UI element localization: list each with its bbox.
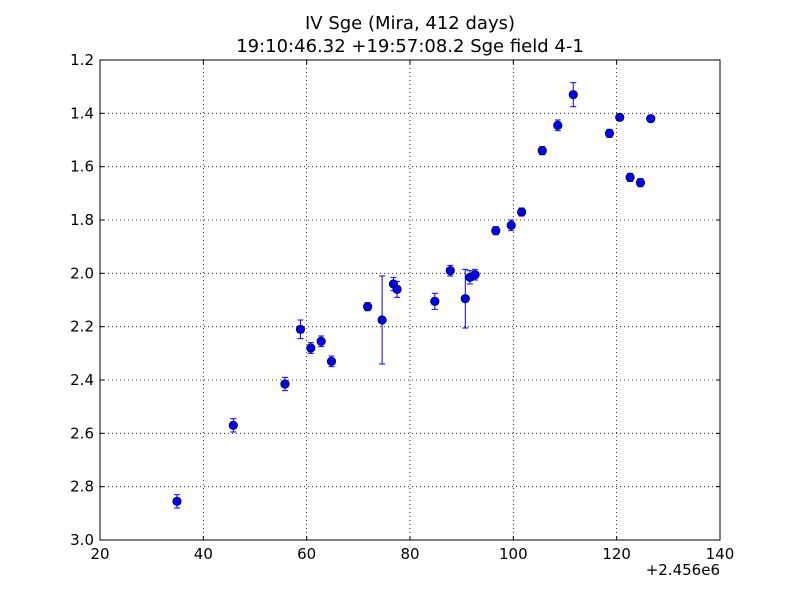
- x-tick-labels: 20 40 60 80 100 120 140: [90, 545, 734, 563]
- x-tick-label: 120: [602, 545, 631, 563]
- data-point: [316, 335, 326, 348]
- chart-title: IV Sge (Mira, 412 days): [305, 13, 515, 34]
- data-point: [430, 292, 440, 310]
- y-tick-label: 2.6: [70, 424, 94, 442]
- y-tick-label: 2.0: [70, 264, 94, 282]
- point-marker: [625, 172, 635, 182]
- data-point: [280, 376, 290, 392]
- point-marker: [553, 120, 563, 130]
- y-tick-label: 1.4: [70, 104, 94, 122]
- x-tick-label: 80: [400, 545, 419, 563]
- x-tick-label: 20: [90, 545, 109, 563]
- x-offset-label: +2.456e6: [646, 561, 720, 579]
- data-point: [172, 494, 182, 509]
- point-marker: [172, 496, 182, 506]
- point-marker: [295, 324, 306, 334]
- point-marker: [470, 270, 480, 280]
- point-marker: [445, 266, 455, 276]
- y-tick-label: 1.2: [70, 51, 94, 69]
- point-marker: [306, 343, 316, 353]
- y-tick-label: 3.0: [70, 531, 94, 549]
- data-point: [553, 119, 563, 132]
- data-point: [646, 114, 656, 124]
- point-marker: [392, 284, 402, 294]
- data-point: [363, 302, 373, 312]
- data-point: [491, 226, 501, 236]
- data-point: [377, 275, 387, 365]
- y-tick-label: 1.6: [70, 158, 94, 176]
- data-points: [172, 82, 656, 509]
- data-point: [326, 355, 337, 368]
- point-marker: [506, 220, 516, 230]
- data-point: [470, 268, 480, 281]
- x-tick-label: 40: [194, 545, 213, 563]
- point-marker: [316, 336, 326, 346]
- data-point: [537, 146, 547, 156]
- y-tick-label: 1.8: [70, 211, 94, 229]
- x-tick-label: 60: [297, 545, 316, 563]
- y-tick-labels: 1.2 1.4 1.6 1.8 2.0 2.2 2.4 2.6 2.8 3.0: [70, 51, 94, 549]
- y-tick-label: 2.4: [70, 371, 94, 389]
- data-point: [635, 178, 646, 188]
- x-tick-label: 100: [499, 545, 528, 563]
- data-point: [615, 112, 625, 122]
- data-point: [604, 128, 615, 138]
- point-marker: [377, 315, 387, 325]
- ticks: [99, 59, 721, 541]
- point-marker: [516, 207, 527, 217]
- point-marker: [326, 356, 337, 366]
- chart-subtitle: 19:10:46.32 +19:57:08.2 Sge field 4-1: [236, 36, 584, 57]
- point-marker: [646, 114, 656, 124]
- x-tick-label: 140: [706, 545, 735, 563]
- point-marker: [615, 112, 625, 122]
- data-point: [465, 270, 475, 285]
- data-point: [445, 264, 455, 277]
- data-point: [516, 207, 527, 217]
- grid: [100, 60, 720, 540]
- y-tick-label: 2.8: [70, 478, 94, 496]
- point-marker: [228, 420, 238, 430]
- data-point: [625, 172, 635, 182]
- data-point: [568, 82, 578, 108]
- data-point: [295, 319, 306, 340]
- data-point: [306, 342, 316, 354]
- point-marker: [537, 146, 547, 156]
- data-point: [460, 268, 470, 329]
- data-point: [392, 280, 402, 298]
- point-marker: [460, 294, 470, 304]
- point-marker: [568, 90, 578, 100]
- data-point: [506, 219, 516, 232]
- point-marker: [280, 379, 290, 389]
- point-marker: [604, 128, 615, 138]
- point-marker: [363, 302, 373, 312]
- point-marker: [430, 296, 440, 306]
- y-tick-label: 2.2: [70, 318, 94, 336]
- data-point: [228, 418, 238, 433]
- point-marker: [635, 178, 646, 188]
- point-marker: [491, 226, 501, 236]
